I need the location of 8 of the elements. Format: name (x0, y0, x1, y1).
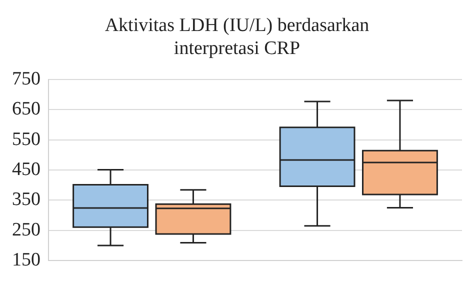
y-tick-label: 250 (12, 219, 40, 240)
y-tick-label: 550 (12, 128, 40, 150)
y-tick-label: 150 (12, 250, 40, 271)
chart-title: Aktivitas LDH (IU/L) berdasarkan interpretasi CRP (104, 14, 370, 60)
y-tick-label: 450 (12, 158, 40, 180)
y-tick-label: 650 (12, 98, 40, 120)
y-tick-label: 350 (12, 189, 40, 210)
y-tick-label: 750 (12, 68, 40, 90)
